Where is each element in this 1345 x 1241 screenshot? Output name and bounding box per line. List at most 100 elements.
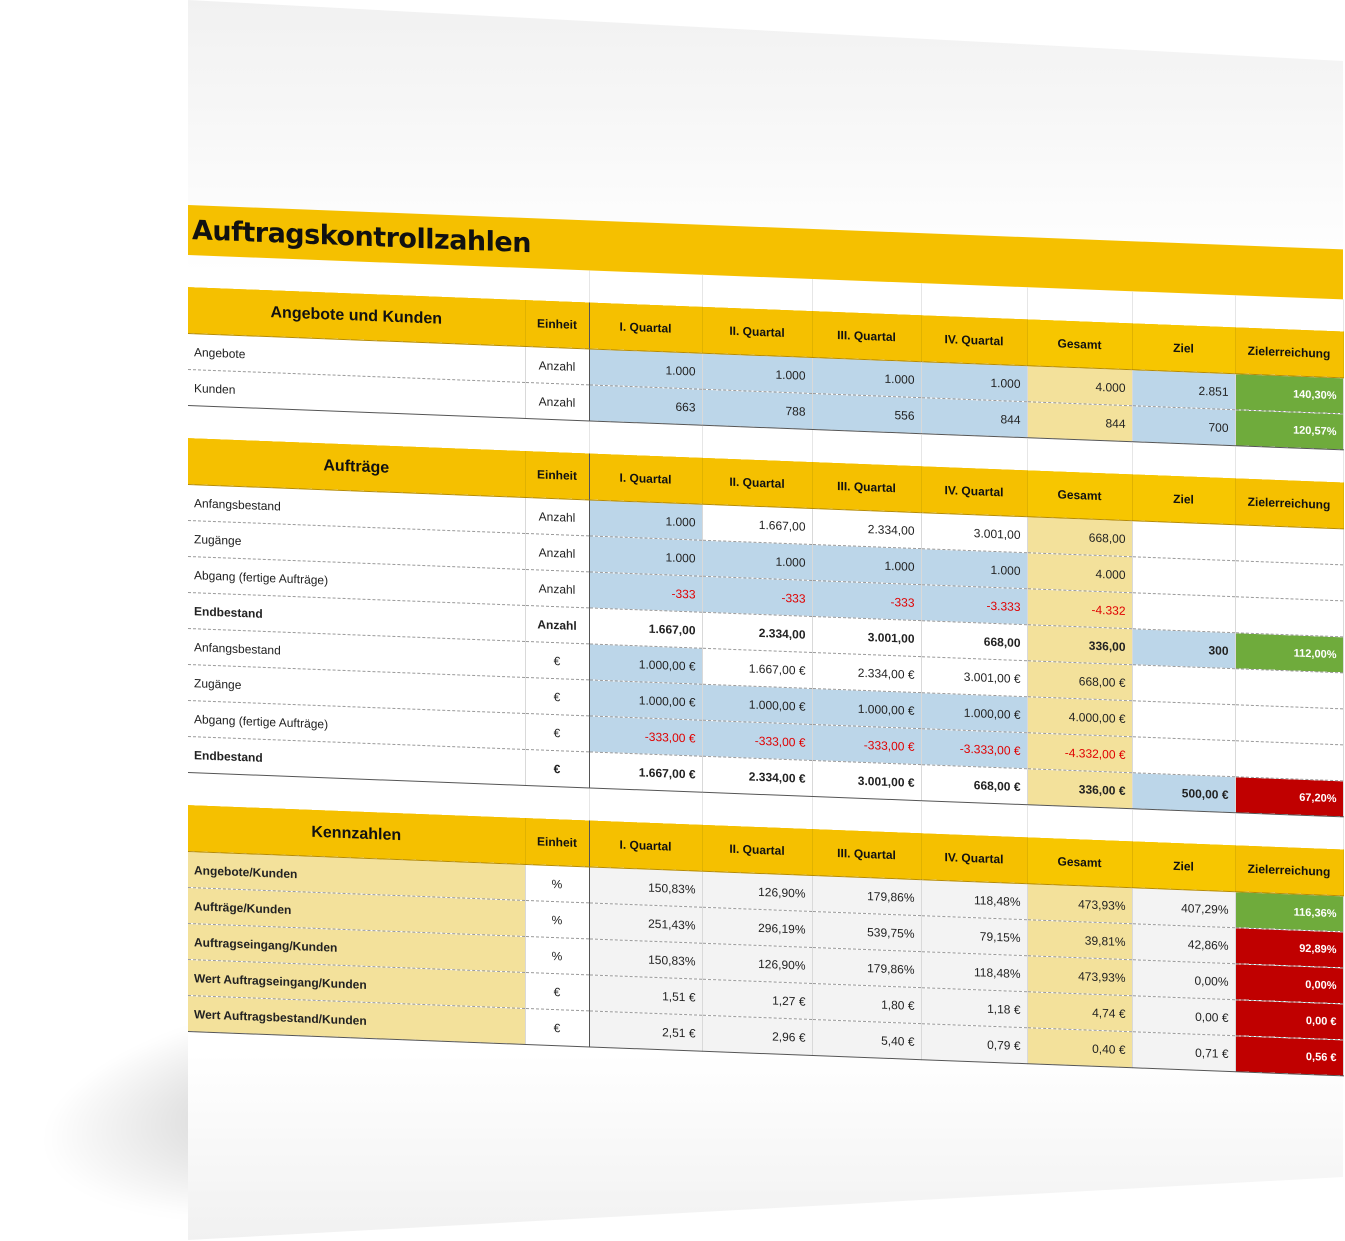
order-control-table: Angebote und Kunden Einheit I. Quartal II. … xyxy=(188,255,1344,1076)
q1-cell: 663 xyxy=(589,384,702,426)
q4-cell: 79,15% xyxy=(921,915,1027,956)
q2-cell: 2.334,00 € xyxy=(702,756,812,797)
total-cell: -4.332 xyxy=(1027,588,1132,629)
q1-cell: 1.667,00 € xyxy=(589,751,702,793)
goal-cell: 700 xyxy=(1132,405,1235,446)
q2-cell: 126,90% xyxy=(702,943,812,984)
header-q4: IV. Quartal xyxy=(921,315,1027,366)
header-q3: III. Quartal xyxy=(812,828,921,880)
empty-cell xyxy=(921,433,1027,471)
q4-cell: 668,00 xyxy=(921,620,1027,661)
unit-cell: € xyxy=(525,677,589,716)
empty-cell xyxy=(525,267,589,303)
goal-cell: 407,29% xyxy=(1132,887,1235,928)
unit-cell: € xyxy=(525,972,589,1011)
q1-cell: -333 xyxy=(589,571,702,613)
achievement-cell: 112,00% xyxy=(1235,632,1343,673)
unit-cell: Anzahl xyxy=(525,533,589,572)
unit-cell: € xyxy=(525,749,589,788)
q4-cell: 118,48% xyxy=(921,951,1027,992)
empty-cell xyxy=(1027,437,1132,475)
sheet-content: Auftragskontrollzahlen Angebote und Kund… xyxy=(188,205,1343,1076)
q3-cell: 2.334,00 € xyxy=(812,652,921,693)
unit-cell: % xyxy=(525,936,589,975)
total-cell: 668,00 xyxy=(1027,516,1132,557)
unit-cell: Anzahl xyxy=(525,497,589,536)
total-cell: 668,00 € xyxy=(1027,660,1132,701)
q4-cell: 1.000,00 € xyxy=(921,692,1027,733)
q1-cell: 1.667,00 xyxy=(589,607,702,649)
q1-cell: 150,83% xyxy=(589,866,702,908)
total-cell: 844 xyxy=(1027,401,1132,442)
header-q3: III. Quartal xyxy=(812,461,921,513)
q3-cell: 2.334,00 xyxy=(812,508,921,549)
header-total: Gesamt xyxy=(1027,837,1132,888)
q1-cell: 1,51 € xyxy=(589,974,702,1016)
header-q4: IV. Quartal xyxy=(921,833,1027,884)
q4-cell: 0,79 € xyxy=(921,1023,1027,1064)
goal-cell xyxy=(1132,556,1235,597)
q4-cell: -3.333,00 € xyxy=(921,728,1027,769)
achievement-cell xyxy=(1235,524,1343,565)
header-total: Gesamt xyxy=(1027,470,1132,521)
empty-cell xyxy=(1235,812,1343,850)
total-cell: 39,81% xyxy=(1027,919,1132,960)
header-q2: II. Quartal xyxy=(702,306,812,358)
q2-cell: 1.000,00 € xyxy=(702,684,812,725)
header-q1: I. Quartal xyxy=(589,820,702,872)
q2-cell: 1.000 xyxy=(702,540,812,581)
q4-cell: 3.001,00 € xyxy=(921,656,1027,697)
q3-cell: -333 xyxy=(812,580,921,621)
header-q2: II. Quartal xyxy=(702,824,812,876)
empty-cell xyxy=(702,792,812,829)
achievement-cell xyxy=(1235,596,1343,637)
q1-cell: 1.000,00 € xyxy=(589,643,702,685)
q3-cell: 1.000 xyxy=(812,357,921,398)
q3-cell: 3.001,00 € xyxy=(812,760,921,801)
header-achievement: Zielerreichung xyxy=(1235,327,1343,378)
achievement-cell: 0,56 € xyxy=(1235,1035,1343,1076)
unit-cell: % xyxy=(525,864,589,903)
header-unit: Einheit xyxy=(525,450,589,500)
q3-cell: 1.000,00 € xyxy=(812,688,921,729)
q3-cell: 5,40 € xyxy=(812,1019,921,1060)
header-q2: II. Quartal xyxy=(702,457,812,509)
unit-cell: € xyxy=(525,713,589,752)
q3-cell: 539,75% xyxy=(812,911,921,952)
achievement-cell xyxy=(1235,704,1343,745)
q2-cell: -333 xyxy=(702,576,812,617)
empty-cell xyxy=(1027,804,1132,842)
empty-cell xyxy=(921,283,1027,320)
q3-cell: 179,86% xyxy=(812,947,921,988)
goal-cell xyxy=(1132,592,1235,633)
unit-cell: % xyxy=(525,900,589,939)
empty-cell xyxy=(589,787,702,825)
q2-cell: 1,27 € xyxy=(702,979,812,1020)
header-goal: Ziel xyxy=(1132,474,1235,525)
empty-cell xyxy=(525,418,589,454)
q1-cell: 1.000 xyxy=(589,499,702,541)
achievement-cell xyxy=(1235,668,1343,709)
unit-cell: Anzahl xyxy=(525,382,589,421)
total-cell: 473,93% xyxy=(1027,883,1132,924)
q4-cell: 3.001,00 xyxy=(921,512,1027,553)
q4-cell: 118,48% xyxy=(921,879,1027,920)
q1-cell: 150,83% xyxy=(589,938,702,980)
q3-cell: 179,86% xyxy=(812,875,921,916)
q2-cell: 1.667,00 € xyxy=(702,648,812,689)
q3-cell: -333,00 € xyxy=(812,724,921,765)
achievement-cell xyxy=(1235,560,1343,601)
total-cell: 4.000 xyxy=(1027,365,1132,406)
total-cell: 4.000 xyxy=(1027,552,1132,593)
q2-cell: 1.000 xyxy=(702,353,812,394)
q4-cell: 668,00 € xyxy=(921,764,1027,805)
empty-cell xyxy=(702,274,812,311)
header-goal: Ziel xyxy=(1132,323,1235,374)
goal-cell: 2.851 xyxy=(1132,369,1235,410)
total-cell: 4,74 € xyxy=(1027,991,1132,1032)
q2-cell: 296,19% xyxy=(702,907,812,948)
total-cell: -4.332,00 € xyxy=(1027,732,1132,773)
goal-cell: 42,86% xyxy=(1132,923,1235,964)
goal-cell xyxy=(1132,700,1235,741)
unit-cell: € xyxy=(525,1008,589,1047)
